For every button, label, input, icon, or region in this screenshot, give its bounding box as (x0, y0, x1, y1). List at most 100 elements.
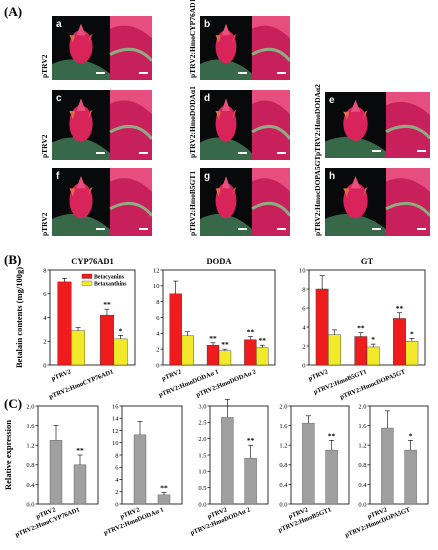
bar (133, 434, 147, 505)
panel-label-c: (C) (4, 396, 23, 411)
bar-betacyanins (169, 293, 182, 366)
y-tick-label: 8 (115, 452, 118, 459)
y-tick-label: 0.4 (279, 482, 288, 489)
photo-e: e (325, 92, 430, 158)
y-tick-label: 0.5 (198, 485, 206, 492)
significance-mark: ** (259, 336, 267, 345)
bar (244, 458, 257, 505)
legend-label: Betaxanthins (94, 281, 127, 287)
scale-bar (372, 150, 381, 152)
scale-bar (238, 152, 247, 154)
significance-mark: ** (103, 300, 111, 309)
scale-bar (96, 72, 105, 74)
y-tick-label: 0 (156, 362, 159, 369)
photo-treatment-label: pTRV2:HmoCYP76AD1 (188, 0, 197, 78)
y-tick-label: 1.6 (358, 423, 367, 430)
category-label: pTRV2 (161, 368, 183, 382)
photo-b: b (200, 16, 290, 80)
y-tick-label: 8 (43, 267, 46, 274)
y-tick-label: 12 (112, 428, 119, 435)
legend-swatch (81, 273, 93, 279)
scale-bar (139, 72, 148, 74)
bar-betaxanthins (218, 350, 232, 366)
chart-title: CYP76AD1 (71, 256, 114, 266)
significance-mark: * (371, 335, 375, 344)
significance-mark: ** (357, 324, 365, 333)
y-tick-label: 2 (43, 339, 46, 346)
y-tick-label: 1.2 (26, 443, 34, 450)
scale-bar (277, 152, 286, 154)
photo-letter: h (329, 171, 336, 182)
scale-bar (96, 228, 105, 230)
y-tick-label: 4 (43, 315, 47, 322)
bar-betaxanthins (71, 330, 86, 366)
bar (381, 427, 394, 505)
scale-bar (277, 228, 286, 230)
scale-bar (417, 150, 426, 152)
photo-d: d (200, 90, 290, 160)
bar-betacyanins (99, 314, 114, 366)
bar (325, 449, 338, 505)
y-tick-label: 0 (43, 362, 46, 369)
y-tick-label: 0.4 (358, 482, 367, 489)
bar-betaxanthins (405, 341, 419, 366)
bar-betacyanins (244, 339, 257, 366)
y-axis-label: Betalain contents (mg/100g) (14, 267, 24, 368)
scale-bar (139, 152, 148, 154)
y-tick-label: 0.0 (279, 501, 287, 508)
bar-betaxanthins (256, 347, 269, 366)
category-label: pTRV2 (308, 368, 330, 382)
significance-mark: ** (247, 328, 255, 337)
y-tick-label: 0.4 (26, 482, 35, 489)
photo-letter: f (56, 171, 60, 182)
y-tick-label: 12 (153, 267, 160, 274)
relative-expression-charts: 0.00.40.81.21.62.0**pTRV2pTRV2:HmoCYP76A… (3, 399, 429, 539)
photo-letter: d (204, 93, 211, 104)
y-tick-label: 10 (112, 440, 119, 447)
category-label: pTRV2 (50, 368, 72, 382)
significance-mark: * (119, 326, 123, 335)
photo-treatment-label: pTRV2 (40, 134, 49, 159)
photo-f: f (52, 168, 152, 236)
panel-label-b: (B) (4, 252, 22, 267)
photo-a: a (52, 16, 152, 80)
y-tick-label: 4 (302, 324, 306, 331)
y-tick-label: 16 (112, 403, 119, 410)
bar-betaxanthins (366, 346, 380, 366)
y-tick-label: 2 (156, 347, 159, 354)
y-tick-label: 0.8 (358, 462, 366, 469)
bar-betaxanthins (181, 335, 194, 366)
scale-bar (417, 228, 426, 230)
scale-bar (238, 228, 247, 230)
y-tick-label: 0 (115, 501, 118, 508)
y-tick-label: 1.2 (358, 443, 366, 450)
photo-letter: e (329, 95, 335, 106)
chart-title: DODA (206, 256, 232, 266)
bar (404, 449, 417, 505)
photo-treatment-label: pTRV2:HmoDODAα2 (313, 84, 322, 156)
photo-h: h (325, 168, 430, 236)
bar-betacyanins (315, 288, 329, 366)
y-tick-label: 1.0 (198, 469, 206, 476)
photo-treatment-label: pTRV2:HmoB5GT1 (188, 170, 197, 236)
y-tick-label: 0.8 (279, 462, 287, 469)
betalain-charts: CYP76AD102468***pTRV2pTRV2:HmoCYP76AD1Be… (14, 256, 426, 401)
legend-label: Betacyanins (94, 274, 125, 280)
y-tick-label: 1.6 (26, 423, 35, 430)
y-tick-label: 2.0 (198, 436, 206, 443)
photo-g: g (200, 168, 290, 236)
legend-swatch (81, 280, 93, 286)
photo-letter: b (204, 19, 211, 30)
y-tick-label: 0.0 (198, 501, 206, 508)
y-tick-label: 4 (115, 477, 119, 484)
y-tick-label: 14 (112, 416, 119, 423)
y-tick-label: 0 (302, 362, 305, 369)
scale-bar (96, 152, 105, 154)
plot-frame (37, 405, 99, 505)
bar (73, 464, 87, 505)
category-label: pTRV2:HmocDOPA5GT (339, 368, 407, 401)
bar (221, 417, 234, 505)
photo-treatment-label: pTRV2:HmocDOPA5GT (313, 155, 322, 236)
significance-mark: ** (221, 340, 229, 349)
photo-letter: a (56, 19, 62, 30)
